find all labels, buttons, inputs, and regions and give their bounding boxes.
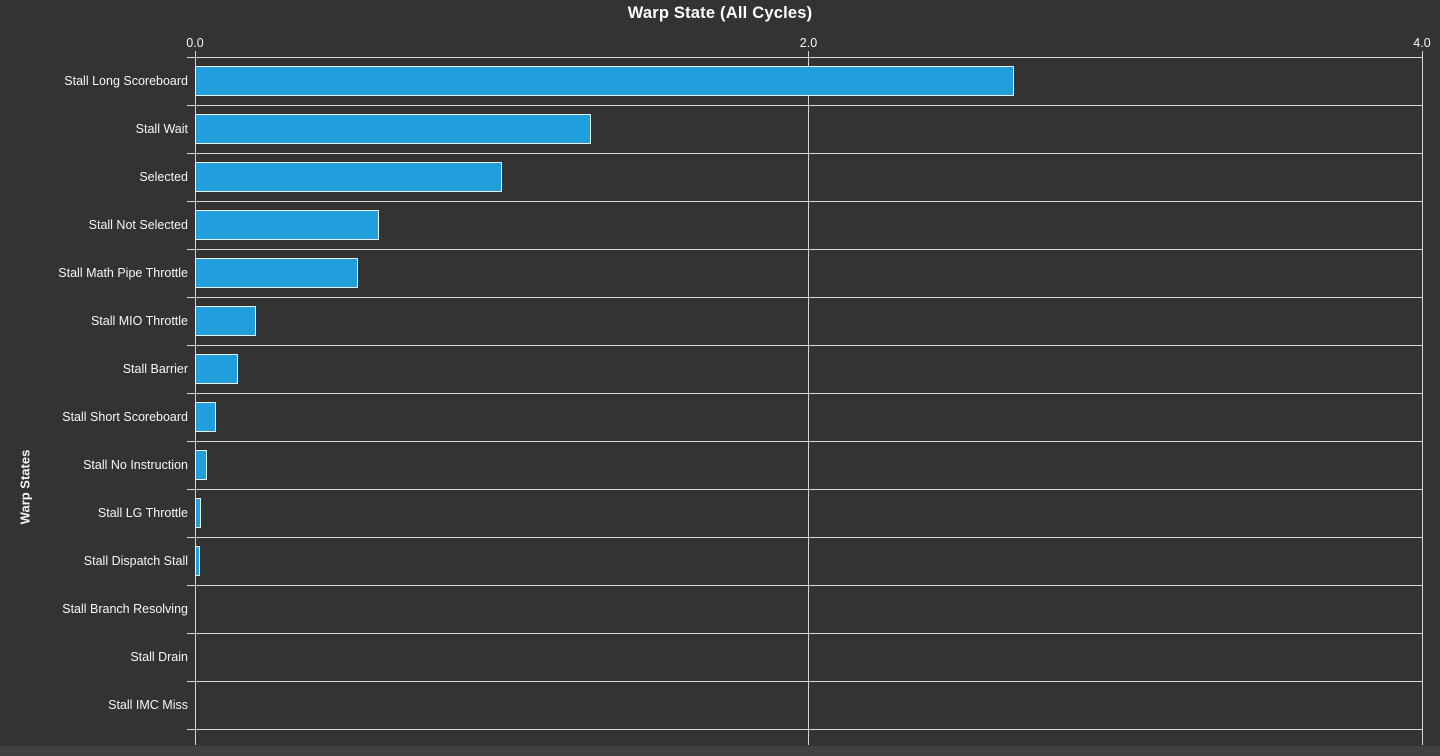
- y-gridline: [187, 248, 1422, 250]
- bar: [195, 498, 201, 528]
- category-label: Stall MIO Throttle: [90, 314, 188, 328]
- x-gridline: [194, 51, 196, 745]
- bottom-panel-edge: [0, 746, 1440, 756]
- x-gridline: [808, 51, 809, 745]
- category-label: Stall IMC Miss: [108, 698, 188, 712]
- category-label: Selected: [139, 170, 188, 184]
- bar: [195, 402, 216, 432]
- x-tick-label: 2.0: [799, 36, 818, 50]
- bar: [195, 450, 207, 480]
- category-label: Stall Not Selected: [88, 218, 188, 232]
- y-gridline: [187, 104, 1422, 106]
- category-label: Stall Short Scoreboard: [62, 410, 188, 424]
- category-label: Stall No Instruction: [83, 458, 188, 472]
- y-gridline: [187, 536, 1422, 538]
- category-label: Stall LG Throttle: [97, 506, 188, 520]
- y-gridline: [187, 344, 1422, 346]
- bar: [195, 546, 200, 576]
- y-gridline: [187, 632, 1422, 634]
- category-label: Stall Dispatch Stall: [83, 554, 188, 568]
- y-gridline: [187, 728, 1422, 730]
- y-gridline: [187, 584, 1422, 586]
- category-label: Stall Drain: [130, 650, 188, 664]
- y-gridline: [187, 296, 1422, 298]
- category-label: Stall Barrier: [122, 362, 188, 376]
- x-gridline: [1421, 51, 1423, 745]
- x-tick-label: 4.0: [1413, 36, 1431, 50]
- bar: [195, 354, 238, 384]
- y-gridline: [187, 488, 1422, 490]
- bar: [195, 210, 379, 240]
- chart-title: Warp State (All Cycles): [627, 4, 813, 22]
- y-gridline: [187, 440, 1422, 442]
- category-label: Stall Long Scoreboard: [64, 74, 188, 88]
- y-gridline: [187, 200, 1422, 202]
- bar: [195, 66, 1014, 96]
- bar: [195, 306, 256, 336]
- y-gridline: [187, 392, 1422, 394]
- bar: [195, 114, 591, 144]
- category-label: Stall Branch Resolving: [62, 602, 188, 616]
- bar: [195, 258, 358, 288]
- y-gridline: [187, 680, 1422, 682]
- y-gridline: [187, 56, 1422, 58]
- x-tick-label: 0.0: [186, 36, 204, 50]
- category-label: Stall Math Pipe Throttle: [58, 266, 188, 280]
- y-gridline: [187, 152, 1422, 154]
- category-label: Stall Wait: [135, 122, 188, 136]
- bar: [195, 162, 502, 192]
